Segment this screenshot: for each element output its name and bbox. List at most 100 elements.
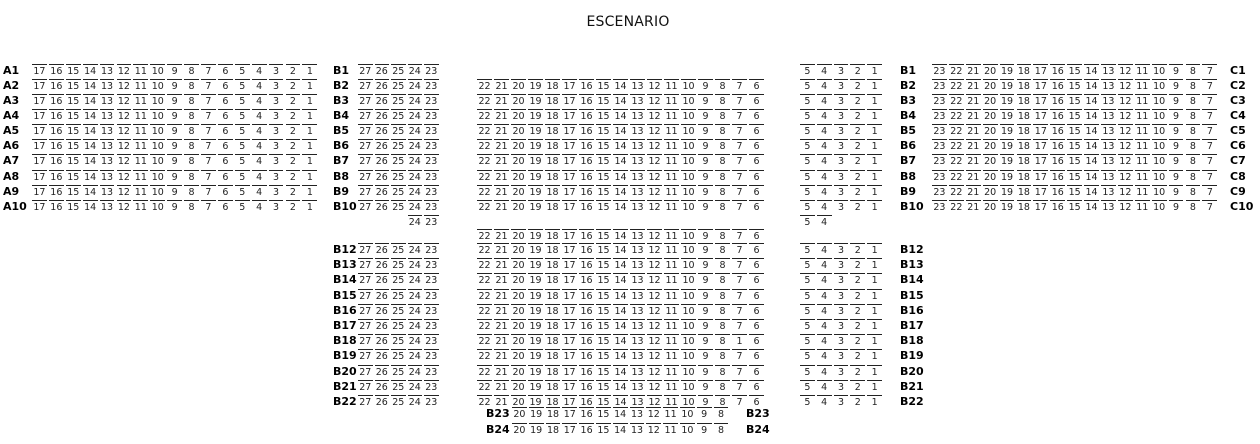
seat[interactable]: 20 xyxy=(511,379,526,393)
seat[interactable]: 13 xyxy=(629,407,645,420)
seat[interactable]: 15 xyxy=(1067,154,1083,167)
seat[interactable]: 6 xyxy=(217,200,233,214)
seat[interactable]: 20 xyxy=(511,200,526,213)
seat[interactable]: 13 xyxy=(630,79,645,92)
seat[interactable]: 7 xyxy=(732,303,747,318)
seat[interactable]: 11 xyxy=(1134,170,1150,183)
seat[interactable]: 20 xyxy=(511,273,526,287)
seat[interactable]: 8 xyxy=(715,319,730,333)
seat[interactable]: 5 xyxy=(800,303,815,318)
seat[interactable]: 11 xyxy=(1134,109,1150,122)
seat[interactable]: 12 xyxy=(647,243,662,256)
seat[interactable]: 13 xyxy=(630,395,645,408)
seat[interactable]: 16 xyxy=(1050,170,1066,183)
seat[interactable]: 18 xyxy=(545,379,560,393)
seat[interactable]: 20 xyxy=(511,334,526,348)
seat[interactable]: 6 xyxy=(749,258,764,272)
seat[interactable]: 13 xyxy=(630,303,645,317)
seat[interactable]: 15 xyxy=(596,379,611,393)
seat[interactable]: 13 xyxy=(630,349,645,363)
seat[interactable]: 25 xyxy=(391,79,406,92)
seat[interactable]: 8 xyxy=(1185,200,1201,214)
seat[interactable]: 9 xyxy=(1168,124,1184,138)
seat[interactable]: 19 xyxy=(528,124,543,137)
seat[interactable]: 1 xyxy=(867,334,882,348)
seat[interactable]: 5 xyxy=(800,154,815,168)
seat[interactable]: 8 xyxy=(715,94,730,108)
seat[interactable]: 3 xyxy=(833,200,849,214)
seat[interactable]: 14 xyxy=(613,395,628,408)
seat[interactable]: 8 xyxy=(715,185,730,199)
seat[interactable]: 3 xyxy=(268,154,284,168)
seat[interactable]: 23 xyxy=(424,64,439,77)
seat[interactable]: 7 xyxy=(732,170,747,184)
seat[interactable]: 7 xyxy=(201,124,216,138)
seat[interactable]: 10 xyxy=(681,79,696,92)
seat[interactable]: 25 xyxy=(391,170,406,183)
seat[interactable]: 14 xyxy=(613,273,628,287)
seat[interactable]: 22 xyxy=(477,139,492,152)
seat[interactable]: 7 xyxy=(201,79,216,93)
seat[interactable]: 20 xyxy=(512,407,527,420)
seat[interactable]: 6 xyxy=(749,109,764,123)
seat[interactable]: 12 xyxy=(116,185,132,198)
seat[interactable]: 20 xyxy=(982,64,998,77)
seat[interactable]: 17 xyxy=(562,243,577,256)
seat[interactable]: 9 xyxy=(167,170,183,184)
seat[interactable]: 15 xyxy=(596,124,611,137)
seat[interactable]: 11 xyxy=(664,94,679,107)
seat[interactable]: 10 xyxy=(1151,124,1167,137)
seat[interactable]: 18 xyxy=(545,334,560,348)
seat[interactable]: 2 xyxy=(285,109,301,123)
seat[interactable]: 14 xyxy=(82,64,98,77)
seat[interactable]: 18 xyxy=(545,229,560,242)
seat[interactable]: 2 xyxy=(285,124,301,138)
seat[interactable]: 20 xyxy=(511,258,526,272)
seat[interactable]: 18 xyxy=(545,124,560,137)
seat[interactable]: 9 xyxy=(698,364,713,379)
seat[interactable]: 15 xyxy=(596,288,611,302)
seat[interactable]: 5 xyxy=(234,79,250,93)
seat[interactable]: 24 xyxy=(407,170,422,183)
seat[interactable]: 18 xyxy=(545,243,560,256)
seat[interactable]: 10 xyxy=(681,200,696,213)
seat[interactable]: 2 xyxy=(285,79,301,93)
seat[interactable]: 11 xyxy=(1134,79,1150,92)
seat[interactable]: 8 xyxy=(715,303,730,318)
seat[interactable]: 6 xyxy=(749,154,764,168)
seat[interactable]: 6 xyxy=(217,170,233,184)
seat[interactable]: 19 xyxy=(528,319,543,332)
seat[interactable]: 5 xyxy=(800,64,815,78)
seat[interactable]: 11 xyxy=(664,124,679,137)
seat[interactable]: 18 xyxy=(545,185,560,198)
seat[interactable]: 15 xyxy=(65,109,81,122)
seat[interactable]: 22 xyxy=(948,154,964,167)
seat[interactable]: 9 xyxy=(698,395,713,409)
seat[interactable]: 13 xyxy=(99,79,115,92)
seat[interactable]: 15 xyxy=(1067,109,1083,122)
seat[interactable]: 15 xyxy=(65,170,81,183)
seat[interactable]: 11 xyxy=(133,154,149,167)
seat[interactable]: 15 xyxy=(596,407,611,420)
seat[interactable]: 14 xyxy=(612,423,628,436)
seat[interactable]: 4 xyxy=(251,170,267,184)
seat[interactable]: 10 xyxy=(681,273,696,287)
seat[interactable]: 13 xyxy=(630,379,645,393)
seat[interactable]: 20 xyxy=(511,229,526,242)
seat[interactable]: 11 xyxy=(664,379,679,393)
seat[interactable]: 6 xyxy=(217,94,233,108)
seat[interactable]: 19 xyxy=(999,185,1015,198)
seat[interactable]: 6 xyxy=(749,200,764,214)
seat[interactable]: 8 xyxy=(715,79,730,93)
seat[interactable]: 1 xyxy=(867,200,882,214)
seat[interactable]: 18 xyxy=(545,319,560,332)
seat[interactable]: 23 xyxy=(424,303,439,317)
seat[interactable]: 6 xyxy=(217,64,233,78)
seat[interactable]: 14 xyxy=(82,154,98,167)
seat[interactable]: 26 xyxy=(374,288,389,302)
seat[interactable]: 22 xyxy=(477,349,492,363)
seat[interactable]: 24 xyxy=(407,215,422,228)
seat[interactable]: 6 xyxy=(749,349,764,363)
seat[interactable]: 16 xyxy=(579,243,594,256)
seat[interactable]: 16 xyxy=(579,407,594,420)
